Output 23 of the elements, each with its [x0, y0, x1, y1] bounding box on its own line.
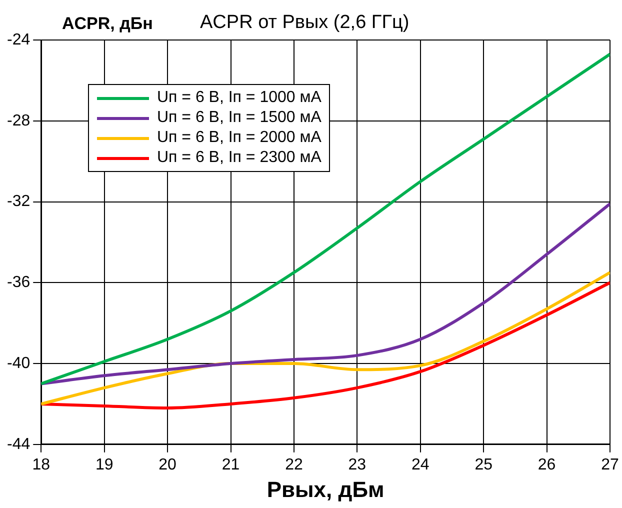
x-tick-label: 22: [285, 456, 303, 474]
x-tick-label: 26: [538, 456, 556, 474]
chart-title: ACPR от Pвых (2,6 ГГц): [200, 12, 410, 34]
legend-label: Uп = 6 В, Iп = 1500 мА: [157, 109, 322, 127]
legend-label: Uп = 6 В, Iп = 2300 мА: [157, 149, 322, 167]
y-tick-label: -40: [7, 354, 30, 372]
x-tick-label: 25: [474, 456, 493, 474]
y-tick-label: -36: [7, 274, 30, 292]
legend-label: Uп = 6 В, Iп = 1000 мА: [157, 89, 322, 107]
y-tick-label: -28: [7, 112, 30, 130]
y-axis-title: ACPR, дБн: [62, 14, 153, 34]
x-tick-label: 21: [222, 456, 240, 474]
x-tick-label: 19: [95, 456, 114, 474]
y-tick-label: -44: [7, 436, 30, 453]
y-tick-label: -32: [7, 193, 30, 210]
x-tick-label: 18: [32, 456, 50, 474]
legend-label: Uп = 6 В, Iп = 2000 мА: [157, 129, 322, 147]
x-tick-label: 23: [348, 456, 366, 474]
x-axis-title: Pвых, дБм: [266, 476, 384, 502]
x-tick-label: 24: [411, 456, 430, 474]
x-tick-label: 20: [158, 456, 177, 474]
y-tick-label: -24: [7, 31, 30, 48]
x-tick-label: 27: [601, 456, 619, 474]
